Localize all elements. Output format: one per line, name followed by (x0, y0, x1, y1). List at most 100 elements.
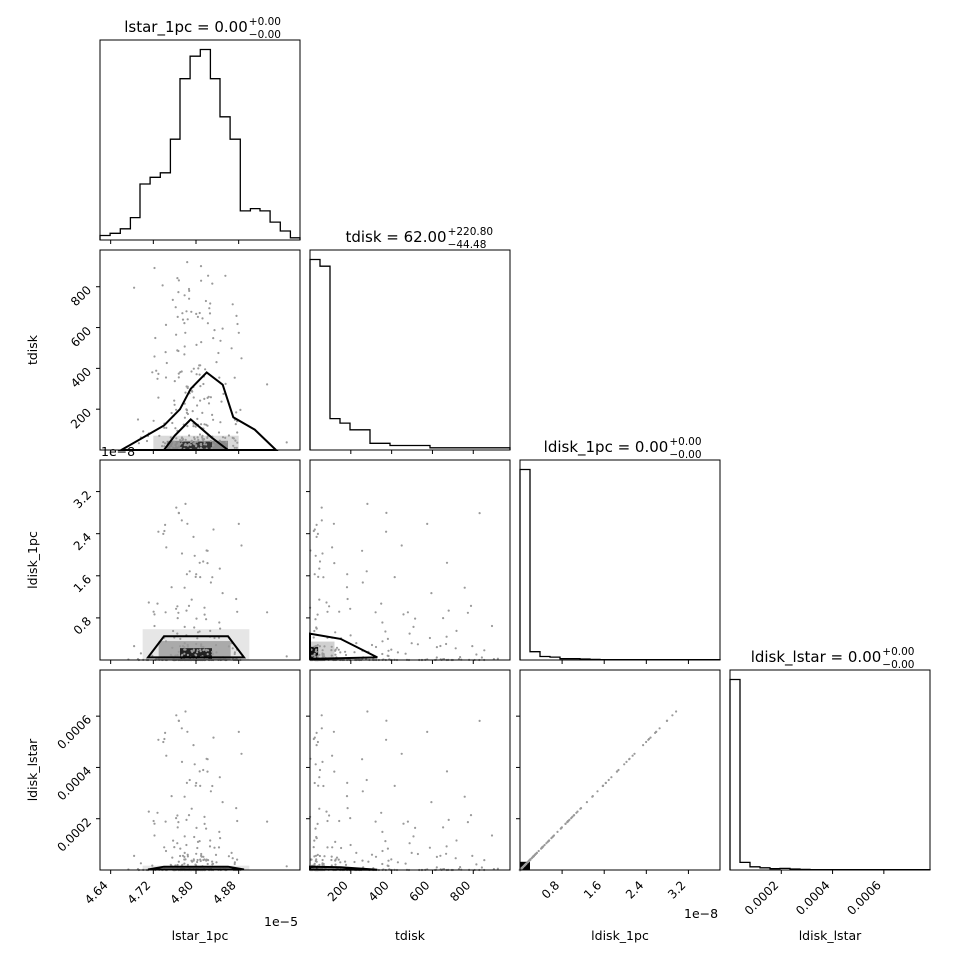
sample-point (164, 523, 167, 527)
sample-point (164, 323, 168, 326)
sample-point (219, 627, 222, 630)
sample-point (556, 830, 559, 834)
sample-point (463, 795, 466, 798)
sample-point (240, 357, 243, 360)
panel-title-text: ldisk_lstar = 0.00 (751, 648, 882, 667)
sample-point (169, 436, 172, 439)
sample-point (224, 436, 227, 439)
sample-point (344, 653, 348, 657)
sample-point (236, 431, 239, 434)
sample-point (370, 643, 374, 647)
sample-point (201, 317, 204, 320)
sample-point (180, 552, 184, 555)
sample-point (314, 763, 317, 766)
sample-point (233, 446, 236, 449)
sample-point (233, 651, 236, 654)
sample-point (211, 444, 215, 447)
sample-point (236, 322, 239, 326)
sample-point (573, 814, 576, 817)
x-offset-text: 1e−5 (264, 914, 298, 929)
sample-point (209, 790, 212, 793)
sample-point (186, 425, 189, 428)
sample-point (439, 644, 442, 648)
sample-point (406, 611, 409, 614)
sample-point (153, 834, 156, 837)
panel-ldisk_lstar-ldisk_lstar (729, 669, 931, 871)
sample-point (344, 650, 347, 653)
sample-point (334, 653, 337, 656)
sample-point (171, 421, 174, 425)
sample-point (177, 650, 180, 653)
sample-point (215, 861, 218, 864)
sample-point (161, 445, 164, 448)
sample-point (218, 567, 221, 570)
sample-point (217, 351, 220, 355)
sample-point (193, 437, 196, 441)
sample-point (202, 858, 205, 862)
sample-point (633, 752, 636, 755)
sample-point (404, 652, 407, 655)
sample-point (316, 853, 319, 857)
histogram-lstar_1pc (99, 48, 301, 240)
labels: 200 400 600 800 0.8 1.6 2.4 3.2 4.64 4.72 4.80 4.88… (25, 16, 914, 943)
sample-point (332, 522, 335, 525)
sample-point (322, 576, 325, 579)
sample-point (162, 740, 165, 744)
x-axis-label-tdisk: tdisk (395, 928, 426, 943)
sample-point (330, 858, 333, 862)
sample-point (170, 654, 173, 657)
sample-point (628, 757, 631, 760)
sample-point (384, 630, 387, 633)
sample-point (200, 852, 203, 856)
sample-point (547, 840, 550, 843)
sample-point (218, 439, 221, 442)
sample-point (205, 649, 208, 652)
sample-point (179, 854, 182, 858)
sample-point (161, 284, 164, 287)
sample-point (381, 652, 384, 656)
sample-point (218, 376, 221, 379)
sample-point (361, 581, 364, 584)
sample-point (208, 307, 211, 310)
sample-point (207, 859, 210, 862)
sample-point (206, 653, 209, 656)
sample-point (349, 843, 352, 847)
sample-point (133, 854, 136, 858)
sample-point (193, 626, 196, 629)
sample-point (196, 858, 199, 862)
sample-point (478, 511, 481, 515)
sample-point (196, 637, 199, 640)
sample-point (200, 423, 203, 426)
sample-point (209, 440, 212, 443)
sample-point (183, 862, 186, 865)
sample-point (235, 411, 238, 414)
sample-point (211, 576, 214, 579)
sample-point (186, 730, 189, 733)
sample-point (568, 818, 571, 822)
sample-point (387, 859, 390, 862)
sample-point (156, 811, 159, 814)
sample-point (402, 613, 405, 616)
sample-point (337, 858, 340, 861)
sample-point (193, 835, 196, 839)
sample-point (236, 858, 239, 861)
sample-point (617, 768, 620, 772)
x-tick-label: 0.0004 (793, 878, 833, 918)
sample-point (596, 790, 599, 793)
sample-point (206, 562, 209, 565)
sample-point (234, 423, 237, 426)
sample-point (231, 857, 234, 860)
panel-title-lstar_1pc: lstar_1pc = 0.00 +0.00−0.00 (124, 16, 281, 41)
sample-point (344, 863, 348, 867)
sample-point (194, 653, 197, 656)
sample-point (237, 331, 240, 334)
sample-point (205, 618, 208, 621)
contour-ldisk1pc (145, 635, 247, 659)
sample-point (188, 778, 191, 782)
sample-point (416, 643, 419, 646)
sample-point (414, 617, 417, 620)
y-tick-label: 2.4 (71, 530, 94, 553)
sample-point (179, 439, 182, 442)
sample-point (191, 650, 194, 654)
sample-point (183, 353, 186, 356)
